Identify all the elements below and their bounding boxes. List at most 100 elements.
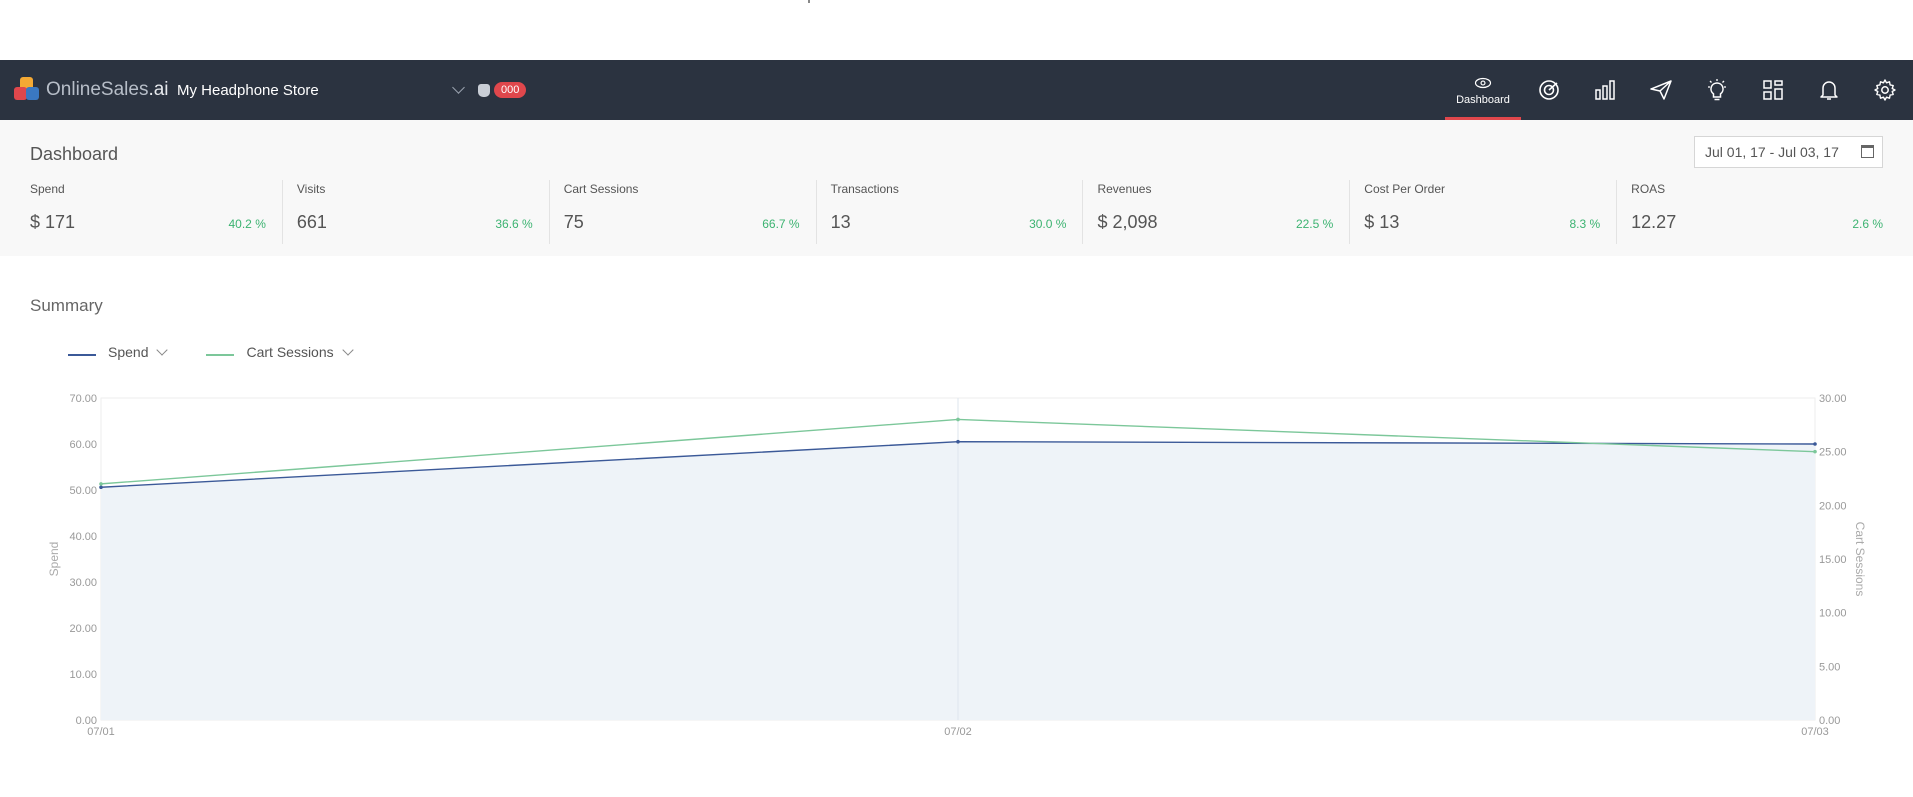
logo-icon [14,77,40,103]
kpi-value: 661 [296,212,327,232]
lightbulb-icon [1708,79,1726,101]
nav-publish[interactable] [1633,60,1689,120]
kpi-transactions[interactable]: Transactions 13 30.0 % [815,180,1083,244]
kpi-change: 36.6 % [495,217,533,231]
summary-title: Summary [30,296,103,315]
y2-tick-label: 0.00 [1819,715,1840,727]
y-tick-label: 70.00 [69,393,97,405]
dashboard-icon [1474,77,1492,89]
y-tick-label: 0.00 [76,715,97,727]
kpi-value: 13 [830,212,851,232]
kpi-row: Spend $ 171 40.2 % Visits 661 36.6 % Car… [30,180,1883,244]
kpi-label: Revenues [1097,182,1152,196]
bell-icon [1820,81,1838,100]
legend-label: Cart Sessions [246,344,334,360]
y2-tick-label: 5.00 [1819,661,1840,673]
nav-campaigns[interactable] [1521,60,1577,120]
legend-cart-sessions-selector[interactable]: Cart Sessions [206,344,354,360]
series-1-point-0 [99,482,103,486]
kpi-change: 8.3 % [1569,217,1601,231]
kpi-spend[interactable]: Spend $ 171 40.2 % [30,180,282,244]
x-tick-label: 07/01 [87,726,115,738]
nav-insights[interactable] [1689,60,1745,120]
kpi-change: 2.6 % [1852,217,1884,231]
y-tick-label: 40.00 [69,531,97,543]
gear-icon [1874,79,1896,101]
x-tick-label: 07/02 [944,726,972,738]
kpi-label: Visits [296,182,326,196]
y2-tick-label: 15.00 [1819,554,1847,566]
summary-chart[interactable]: 0.00 10.00 20.00 30.00 40.00 50.00 60.00 70.00 0… [0,380,1913,750]
chevron-down-icon [452,81,465,94]
nav-dashboard-label: Dashboard [1456,94,1510,106]
legend-label: Spend [108,344,149,360]
kpi-label: Cost Per Order [1364,182,1445,196]
y-tick-label: 10.00 [69,669,97,681]
kpi-value: 12.27 [1631,212,1677,232]
bar-chart-icon [1595,80,1615,100]
cursor-marker [808,0,810,3]
kpi-label: Cart Sessions [563,182,639,196]
series-1-point-1 [956,417,960,422]
kpi-change: 30.0 % [1029,217,1067,231]
chart-legend: Spend Cart Sessions [68,344,392,360]
kpi-change: 66.7 % [762,217,800,231]
brand-logo[interactable]: OnlineSales.ai [14,60,169,120]
y-tick-label: 60.00 [69,439,97,451]
money-bag-icon [478,83,490,97]
credits-badge: 000 [494,82,527,98]
kpi-change: 40.2 % [228,217,266,231]
kpi-change: 22.5 % [1295,217,1334,231]
kpi-panel: Dashboard Jul 01, 17 - Jul 03, 17 Spend … [0,120,1913,256]
nav-dashboard[interactable]: Dashboard [1445,60,1521,120]
kpi-value: $ 171 [30,212,76,232]
kpi-label: ROAS [1631,182,1666,196]
y2-axis-label: Cart Sessions [1853,522,1867,597]
kpi-cart-sessions[interactable]: Cart Sessions 75 66.7 % [548,180,816,244]
series-0-point-0 [99,485,103,490]
legend-swatch-spend [68,354,96,356]
nav-settings[interactable] [1857,60,1913,120]
kpi-value: 75 [563,212,584,232]
target-icon [1539,80,1559,100]
y2-tick-label: 25.00 [1819,447,1847,459]
kpi-roas[interactable]: ROAS 12.27 2.6 % [1616,180,1883,244]
kpi-visits[interactable]: Visits 661 36.6 % [281,180,549,244]
series-0-point-2 [1813,442,1817,446]
nav-notifications[interactable] [1801,60,1857,120]
send-icon [1650,80,1672,100]
kpi-label: Transactions [830,182,899,196]
calendar-icon [1861,145,1874,158]
top-strip [0,0,1913,60]
legend-spend-selector[interactable]: Spend [68,344,169,360]
kpi-value: $ 2,098 [1097,212,1158,232]
store-selector[interactable]: My Headphone Store [177,60,467,120]
kpi-cost-per-order[interactable]: Cost Per Order $ 13 8.3 % [1349,180,1616,244]
kpi-value: $ 13 [1364,212,1400,232]
y2-tick-label: 20.00 [1819,500,1847,512]
x-tick-label: 07/03 [1801,726,1829,738]
kpi-revenues[interactable]: Revenues $ 2,098 22.5 % [1082,180,1349,244]
series-0-point-1 [956,439,960,444]
chevron-down-icon [156,344,169,356]
legend-swatch-cart-sessions [206,354,235,356]
y-tick-label: 20.00 [69,623,97,635]
nav-apps[interactable] [1745,60,1801,120]
store-name: My Headphone Store [177,81,319,99]
y-tick-label: 30.00 [69,577,97,589]
date-range-value: Jul 01, 17 - Jul 03, 17 [1705,144,1839,160]
credits-indicator[interactable]: 000 [478,60,527,120]
y-tick-label: 50.00 [69,485,97,497]
nav-icons: Dashboard [1445,60,1913,120]
series-1-point-2 [1813,449,1817,454]
date-range-picker[interactable]: Jul 01, 17 - Jul 03, 17 [1694,136,1883,168]
top-navbar: OnlineSales.ai My Headphone Store 000 Da… [0,60,1913,120]
page-title: Dashboard [30,144,119,164]
y2-tick-label: 30.00 [1819,393,1847,405]
grid-icon [1763,80,1783,100]
chevron-down-icon [341,344,354,356]
y-axis-label: Spend [47,542,61,577]
y2-tick-label: 10.00 [1819,608,1847,620]
brand-name: OnlineSales.ai [46,79,169,100]
nav-reports[interactable] [1577,60,1633,120]
